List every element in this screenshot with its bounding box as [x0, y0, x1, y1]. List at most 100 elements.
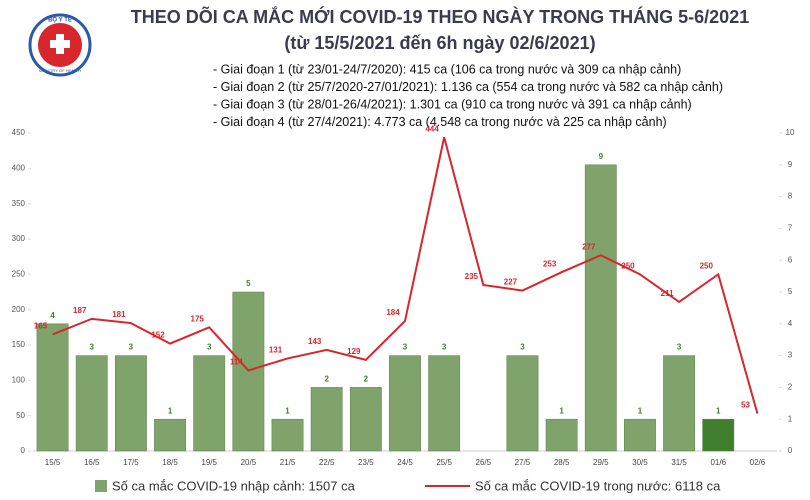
data-label: 3 [403, 343, 408, 352]
logo-cross [56, 34, 64, 54]
bar [310, 387, 343, 452]
y2-tick-label: 1 [788, 414, 793, 423]
data-label: 1 [168, 406, 173, 415]
x-tick-label: 30/5 [632, 458, 648, 467]
data-label: 129 [347, 347, 361, 356]
data-label: 175 [191, 314, 205, 323]
data-label: 1 [638, 406, 643, 415]
data-label: 184 [386, 308, 400, 317]
data-label: 131 [269, 346, 283, 355]
data-label: 444 [425, 124, 439, 133]
x-tick-label: 02/6 [750, 458, 766, 467]
y-tick-label: 50 [16, 411, 25, 420]
data-label: 181 [112, 310, 126, 319]
bar [506, 355, 539, 452]
x-tick-label: 01/6 [710, 458, 726, 467]
data-label: 1 [559, 406, 564, 415]
y2-tick-label: 3 [788, 351, 793, 360]
y-tick-label: 300 [12, 234, 26, 243]
bar [584, 164, 617, 452]
x-tick-label: 26/5 [476, 458, 492, 467]
y-tick-label: 150 [12, 340, 26, 349]
x-tick-label: 19/5 [201, 458, 217, 467]
y2-tick-label: 0 [788, 446, 793, 455]
x-tick-label: 17/5 [123, 458, 139, 467]
bar [36, 323, 69, 452]
data-label: 235 [465, 272, 479, 281]
data-label: 143 [308, 337, 322, 346]
data-label: 227 [504, 278, 518, 287]
legend-swatch [95, 480, 107, 492]
data-label: 165 [34, 322, 48, 331]
logo-text: MINISTRY OF HEALTH [39, 68, 81, 73]
note: - Giai đoạn 1 (từ 23/01-24/7/2020): 415 … [213, 62, 681, 76]
y-tick-label: 200 [12, 305, 26, 314]
x-tick-label: 28/5 [554, 458, 570, 467]
x-tick-label: 24/5 [397, 458, 413, 467]
data-label: 3 [442, 343, 447, 352]
bar [349, 387, 382, 452]
chart-title: THEO DÕI CA MẮC MỚI COVID-19 THEO NGÀY T… [131, 6, 749, 27]
data-label: 53 [741, 401, 750, 410]
data-label: 187 [73, 306, 87, 315]
x-tick-label: 25/5 [436, 458, 452, 467]
data-label: 3 [520, 343, 525, 352]
bar [114, 355, 147, 452]
x-tick-label: 15/5 [45, 458, 61, 467]
data-label: 1 [285, 406, 290, 415]
data-label: 3 [677, 343, 682, 352]
y2-tick-label: 4 [788, 319, 793, 328]
bar [545, 418, 578, 452]
logo: BỘ Y TẾ MINISTRY OF HEALTH [28, 13, 92, 77]
bar [389, 355, 421, 452]
bar [193, 355, 226, 452]
x-tick-label: 23/5 [358, 458, 374, 467]
y-tick-label: 450 [12, 128, 26, 137]
x-tick-label: 29/5 [593, 458, 609, 467]
y-tick-label: 250 [12, 269, 26, 278]
note: - Giai đoạn 2 (từ 25/7/2020-27/01/2021):… [213, 80, 723, 94]
data-label: 211 [661, 289, 674, 298]
x-tick-label: 27/5 [515, 458, 531, 467]
line [52, 136, 759, 414]
legend-label: Số ca mắc COVID-19 nhập cảnh: 1507 ca [112, 478, 356, 493]
bar [154, 418, 186, 452]
data-label: 3 [207, 343, 212, 352]
data-label: 3 [90, 343, 95, 352]
data-label: 250 [621, 261, 635, 270]
y2-tick-label: 9 [788, 160, 793, 169]
note: - Giai đoạn 4 (từ 27/4/2021): 4.773 ca (… [213, 115, 667, 129]
y-tick-label: 0 [21, 446, 26, 455]
data-label: 250 [700, 261, 714, 270]
y2-tick-label: 8 [788, 192, 793, 201]
data-label: 2 [324, 375, 329, 384]
bar [624, 418, 656, 452]
data-label: 2 [364, 375, 369, 384]
data-label: 152 [151, 331, 165, 340]
y2-tick-label: 10 [786, 128, 795, 137]
note: - Giai đoạn 3 (từ 28/01-26/4/2021): 1.30… [213, 97, 692, 111]
x-tick-label: 16/5 [84, 458, 100, 467]
x-tick-label: 31/5 [671, 458, 687, 467]
data-label: 4 [50, 311, 55, 320]
x-tick-label: 22/5 [319, 458, 335, 467]
y-tick-label: 100 [12, 375, 26, 384]
y2-tick-label: 7 [788, 224, 793, 233]
data-label: 3 [129, 343, 134, 352]
data-label: 5 [246, 279, 251, 288]
data-label: 277 [582, 242, 596, 251]
data-label: 253 [543, 259, 557, 268]
bar [232, 291, 265, 452]
bar [428, 355, 461, 452]
bar [663, 355, 696, 452]
bar [75, 355, 108, 452]
y2-tick-label: 6 [788, 255, 793, 264]
x-tick-label: 20/5 [241, 458, 257, 467]
data-label: 9 [599, 152, 604, 161]
y2-tick-label: 2 [788, 383, 793, 392]
legend-label: Số ca mắc COVID-19 trong nước: 6118 ca [475, 478, 721, 493]
y2-tick-label: 5 [788, 287, 793, 296]
chart-subtitle: (từ 15/5/2021 đến 6h ngày 02/6/2021) [284, 33, 595, 53]
x-tick-label: 21/5 [280, 458, 296, 467]
